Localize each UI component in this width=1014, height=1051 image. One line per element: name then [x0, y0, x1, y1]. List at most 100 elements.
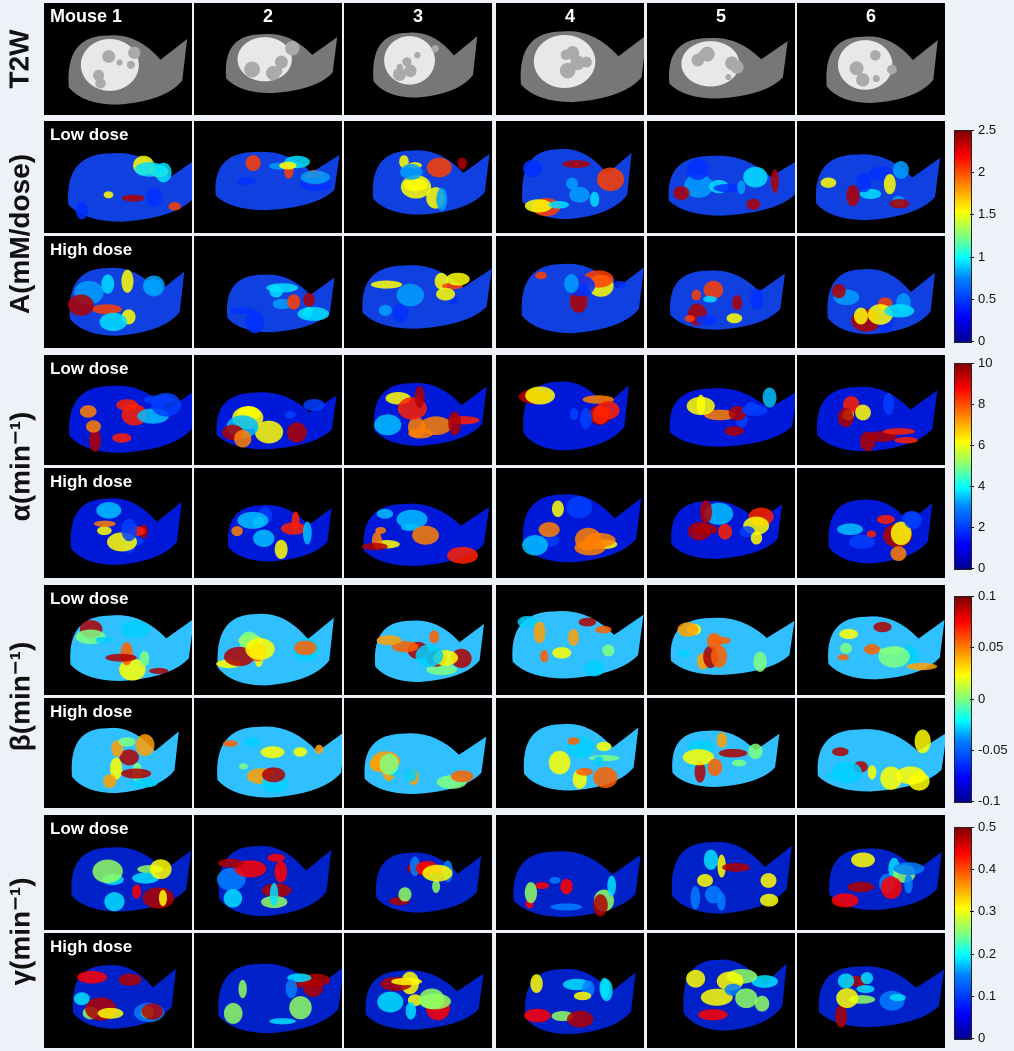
tissue-image [227, 505, 332, 562]
colorbar-tick-label: 0 [969, 1030, 986, 1045]
map-panel-alpha-high-dose [797, 468, 945, 578]
tissue-image [829, 848, 942, 911]
colorbar-tick-label: 0 [969, 333, 986, 348]
tissue-image [816, 386, 938, 452]
row-label-gamma: γ(min⁻¹) [4, 876, 36, 986]
tissue-image [672, 730, 780, 788]
tissue-image [67, 267, 185, 336]
column-header-2: 2 [262, 6, 273, 26]
map-panel-a-low-dose [647, 121, 795, 233]
tissue-image [373, 32, 478, 98]
map-panel-a-low-dose [194, 121, 342, 233]
colorbar-tick-label: 2.5 [969, 122, 997, 137]
mri-panel-t2w: 4 [496, 3, 644, 115]
low-dose-label: Low dose [50, 125, 129, 144]
tissue-image [216, 845, 332, 917]
colorbar-tick-label: 0.5 [969, 290, 997, 306]
tissue-image [362, 265, 492, 329]
tissue-image [513, 851, 641, 918]
map-panel-alpha-high-dose [496, 468, 644, 578]
colorbar-tick-label: 4 [969, 478, 986, 493]
tissue-image [68, 35, 188, 105]
tissue-image [216, 613, 334, 686]
map-panel-beta-high-dose: High dose [44, 698, 192, 808]
tissue-image [69, 385, 192, 453]
tissue-image [361, 503, 490, 566]
tissue-image [815, 154, 941, 221]
map-panel-beta-high-dose [496, 698, 644, 808]
map-panel-beta-high-dose [647, 698, 795, 808]
map-panel-alpha-high-dose [647, 468, 795, 578]
tissue-image [365, 970, 484, 1030]
tissue-image [372, 150, 490, 215]
map-panel-beta-high-dose [797, 698, 945, 808]
tissue-image [683, 959, 787, 1031]
tissue-image [226, 274, 335, 334]
map-panel-a-high-dose [344, 236, 492, 348]
map-panel-a-low-dose: Low dose [44, 121, 192, 233]
tissue-image [375, 852, 482, 913]
colorbar-tick-label: 0.3 [969, 903, 997, 919]
map-panel-gamma-high-dose [797, 933, 945, 1048]
colorbar-tick-label: 0 [969, 690, 986, 706]
tissue-image [817, 729, 945, 792]
map-panel-alpha-low-dose [797, 355, 945, 465]
tissue-image [70, 498, 182, 565]
map-panel-a-high-dose [496, 236, 644, 348]
column-header-1: Mouse 1 [50, 6, 123, 26]
tissue-image [827, 268, 936, 335]
colorbar-tick-label: 0.5 [969, 819, 997, 834]
colorbar-tick-label: 2 [969, 519, 986, 534]
colorbar-alpha [954, 363, 972, 570]
map-panel-a-low-dose [797, 121, 945, 233]
colorbar-tick-label: 6 [969, 437, 986, 452]
row-label-t2w: T2W [4, 29, 36, 89]
map-panel-gamma-low-dose: Low dose [44, 815, 192, 930]
tissue-image [522, 148, 632, 220]
column-header-6: 6 [865, 6, 876, 26]
map-panel-a-high-dose [797, 236, 945, 348]
low-dose-label: Low dose [50, 819, 129, 838]
tissue-image [70, 615, 192, 682]
tissue-image [71, 847, 192, 912]
map-panel-alpha-low-dose [194, 355, 342, 465]
row-label-a: A(mM/dose) [4, 153, 36, 315]
map-panel-alpha-low-dose [344, 355, 492, 465]
map-panel-alpha-high-dose: High dose [44, 468, 192, 578]
tissue-image [522, 494, 642, 563]
colorbar-tick-label: 0.1 [969, 588, 997, 603]
mri-panel-t2w: 3 [344, 3, 492, 115]
row-label-alpha: α(min⁻¹) [4, 411, 36, 521]
colorbar-tick-label: 0.4 [969, 861, 997, 877]
column-header-5: 5 [715, 6, 726, 26]
column-header-3: 3 [412, 6, 423, 26]
tissue-image [215, 151, 340, 211]
map-panel-alpha-low-dose: Low dose [44, 355, 192, 465]
map-panel-gamma-high-dose: High dose [44, 933, 192, 1048]
tissue-image [670, 617, 795, 675]
map-panel-a-high-dose [194, 236, 342, 348]
map-panel-beta-low-dose [496, 585, 644, 695]
high-dose-label: High dose [50, 702, 133, 721]
map-panel-a-high-dose [647, 236, 795, 348]
map-panel-beta-low-dose: Low dose [44, 585, 192, 695]
tissue-image [518, 381, 629, 451]
tissue-image [218, 963, 342, 1034]
tissue-image [374, 620, 484, 682]
tissue-image [364, 733, 487, 795]
tissue-image [671, 841, 792, 914]
mri-panel-t2w: 2 [194, 3, 342, 115]
colorbar-a [954, 130, 972, 343]
map-panel-a-low-dose [496, 121, 644, 233]
mri-panel-t2w: Mouse 1 [44, 3, 192, 115]
low-dose-label: Low dose [50, 589, 129, 608]
column-header-4: 4 [564, 6, 575, 26]
tissue-image [828, 616, 945, 680]
colorbar-tick-label: 0 [969, 560, 986, 575]
map-panel-gamma-low-dose [344, 815, 492, 930]
map-panel-beta-low-dose [647, 585, 795, 695]
tissue-image [669, 387, 795, 447]
tissue-image [520, 31, 644, 103]
map-panel-gamma-high-dose [344, 933, 492, 1048]
colorbar-tick-label: 0.05 [969, 639, 1004, 655]
